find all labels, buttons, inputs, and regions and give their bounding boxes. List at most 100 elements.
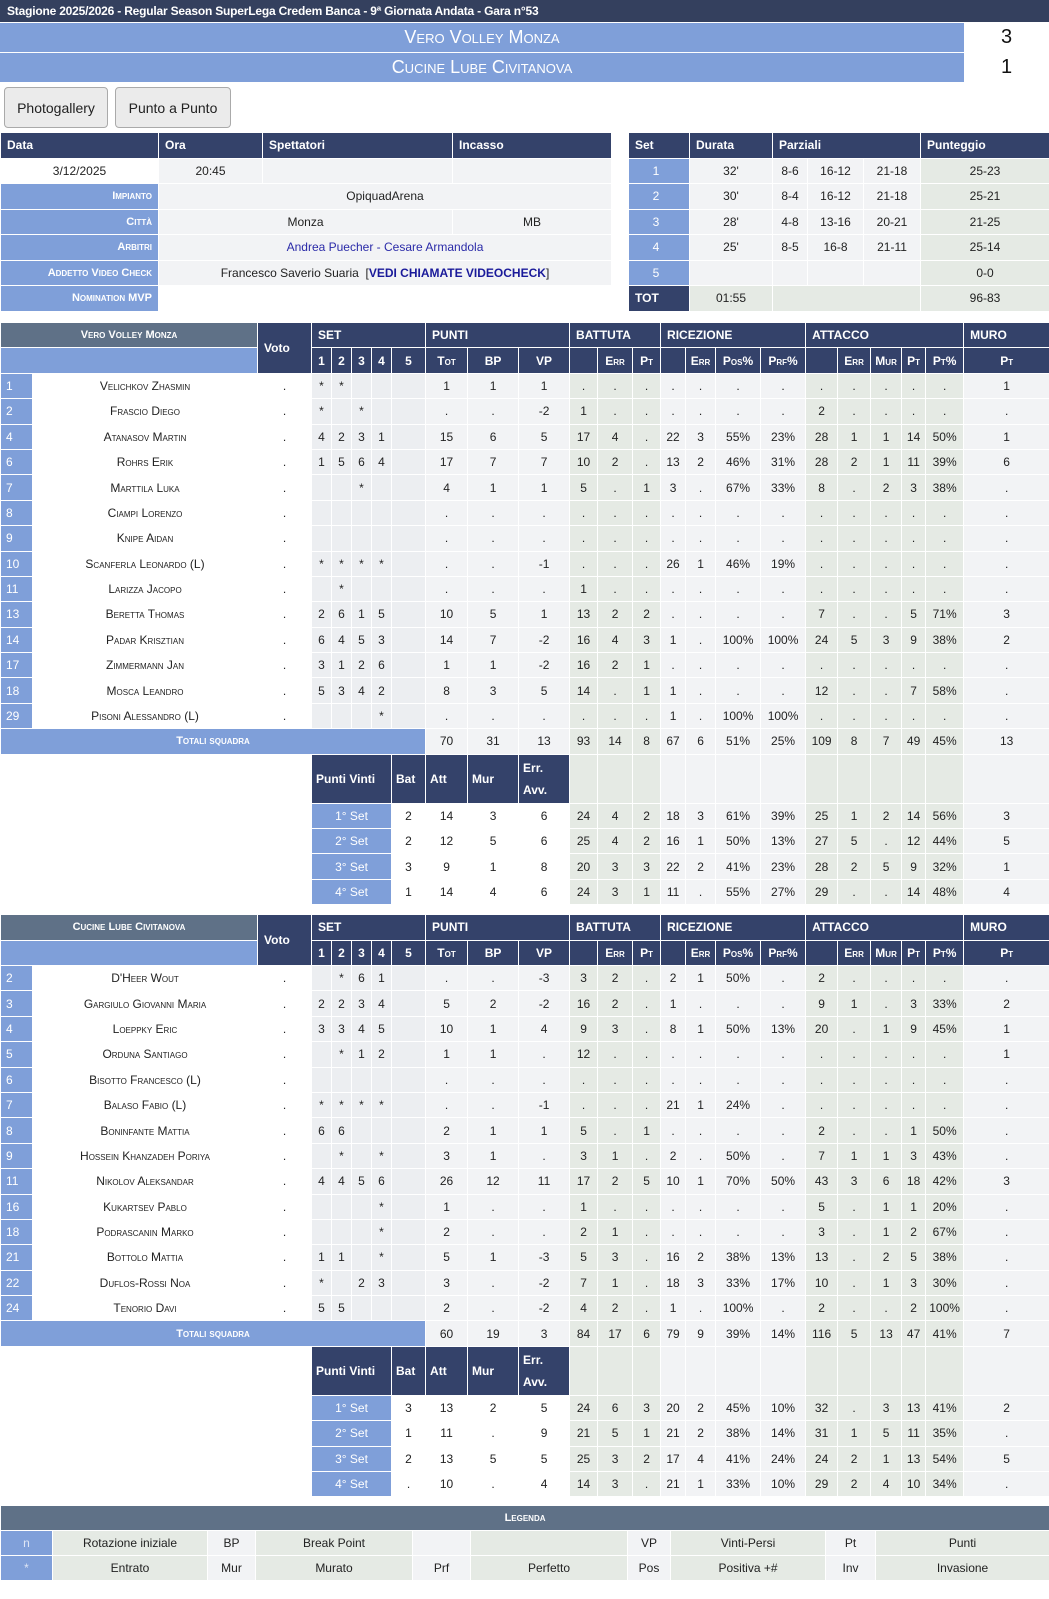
- player-set-2: 4: [331, 626, 352, 654]
- set-label: 1° Set: [311, 802, 392, 830]
- player-battuta-pt: .: [632, 1066, 662, 1093]
- player-set-5: [390, 1244, 427, 1271]
- player-set-3: *: [351, 398, 372, 425]
- player-name: Loeppky Eric: [32, 1015, 258, 1043]
- set-stat: 13: [425, 1445, 469, 1473]
- set-stat: 24: [569, 878, 599, 906]
- player-set-5: [390, 372, 427, 400]
- player-attacco-pt: .: [901, 575, 927, 603]
- player-set-2: [331, 1193, 352, 1220]
- player-battuta-pt: .: [632, 1244, 662, 1271]
- player-attacco-tot: .: [805, 1041, 839, 1068]
- player-row: 16 Kukartsev Pablo. * 1.. 1...... 5. 1 1 20%.: [0, 1193, 1049, 1220]
- player-battuta-err: .: [597, 474, 634, 501]
- group-header-set: SET: [310, 914, 427, 941]
- player-battuta-pt: .: [632, 1091, 662, 1119]
- set-stat: 41%: [925, 1394, 965, 1422]
- player-ricezione-tot: 22: [660, 423, 687, 450]
- player-set-5: [390, 474, 427, 501]
- set-stat: 4: [963, 878, 1049, 906]
- player-set-5: [390, 525, 427, 552]
- subheader-ricezione-err: Err: [685, 939, 717, 966]
- player-ricezione-prf: .: [760, 1041, 807, 1068]
- player-set-4: 1: [371, 423, 392, 450]
- player-attacco-mur: .: [870, 652, 903, 679]
- player-muro-pt: 1: [963, 372, 1049, 400]
- player-punti-bp: .: [467, 550, 520, 577]
- blank: [0, 853, 312, 880]
- player-set-1: *: [311, 550, 332, 577]
- photogallery-button[interactable]: Photogallery: [4, 87, 108, 128]
- player-set-4: 6: [371, 1168, 392, 1195]
- player-ricezione-pos: .: [715, 990, 762, 1017]
- set-partial-16: 16-8: [807, 234, 864, 261]
- set-stat: 2: [963, 1394, 1049, 1422]
- player-voto: .: [257, 990, 312, 1017]
- set-stat: 2: [685, 1420, 717, 1447]
- legend-abbr: VP: [627, 1530, 671, 1557]
- player-set-4: 4: [371, 448, 392, 476]
- player-battuta-pt: .: [632, 1218, 662, 1246]
- player-attacco-err: .: [837, 1066, 872, 1093]
- player-name: Nikolov Aleksandar: [32, 1168, 258, 1195]
- player-attacco-mur: .: [870, 702, 903, 730]
- player-ricezione-tot: .: [660, 499, 687, 527]
- player-set-1: [311, 1142, 332, 1170]
- total-punti-bp: 31: [467, 728, 520, 755]
- set-stats-row: 4° Set 1 14 4 6 24 3 1 11. 55% 27% 29.. 14 48% 4: [0, 878, 1049, 906]
- set-stat: 9: [425, 853, 469, 880]
- player-attacco-tot: 13: [805, 1244, 839, 1271]
- blank-cell: [925, 753, 965, 804]
- total-ricezione-prf: 14%: [760, 1320, 807, 1347]
- subheader-ricezione-prf: Prf%: [760, 939, 807, 966]
- player-battuta-pt: .: [632, 448, 662, 476]
- videocheck-link[interactable]: VEDI CHIAMATE VIDEOCHECK: [368, 265, 546, 280]
- player-attacco-tot: .: [805, 550, 839, 577]
- player-punti-vp: .: [518, 1142, 571, 1170]
- player-punti-bp: 3: [467, 677, 520, 704]
- player-row: 4 Loeppky Eric. 3 3 4 5 10 1 4 9 3. 8 1 50% 13% 20. 1 9 45…: [0, 1015, 1049, 1043]
- set-stat: 9: [901, 853, 927, 880]
- player-set-2: [331, 499, 352, 527]
- player-attacco-pt: .: [901, 652, 927, 679]
- player-attacco-err: .: [837, 499, 872, 527]
- player-punti-tot: 17: [425, 448, 469, 476]
- player-ricezione-tot: 3: [660, 474, 687, 501]
- player-attacco-mur: .: [870, 990, 903, 1017]
- referee-2-link[interactable]: Cesare Armandola: [384, 240, 484, 255]
- legend-abbr: BP: [207, 1530, 256, 1557]
- player-set-4: *: [371, 702, 392, 730]
- subheader-muro-pt: Pt: [963, 347, 1049, 374]
- player-set-2: 2: [331, 990, 352, 1017]
- player-ricezione-err: 3: [685, 1269, 717, 1297]
- away-team-row: Cucine Lube Civitanova 1: [0, 53, 1049, 82]
- player-punti-bp: 1: [467, 1015, 520, 1043]
- player-punti-vp: -1: [518, 1091, 571, 1119]
- blank-cell: [925, 1345, 965, 1396]
- set-stat: 2: [632, 802, 662, 830]
- player-attacco-pt: .: [901, 1091, 927, 1119]
- punto-a-punto-button[interactable]: Punto a Punto: [115, 87, 231, 128]
- set-stat: 14: [901, 878, 927, 906]
- player-set-4: 4: [371, 990, 392, 1017]
- player-name: Pisoni Alessandro (L): [32, 702, 258, 730]
- player-punti-vp: .: [518, 1041, 571, 1068]
- referee-1-link[interactable]: Andrea Puecher: [286, 240, 374, 255]
- set-stat: 14: [425, 878, 469, 906]
- player-attacco-mur: 6: [870, 1168, 903, 1195]
- player-battuta-pt: .: [632, 964, 662, 992]
- player-attacco-tot: 12: [805, 677, 839, 704]
- player-battuta-err: .: [597, 575, 634, 603]
- player-punti-tot: .: [425, 702, 469, 730]
- subheader-set-3: 3: [351, 347, 372, 374]
- player-attacco-tot: 7: [805, 601, 839, 628]
- player-ricezione-err: .: [685, 1142, 717, 1170]
- total-attacco-err: 5: [837, 1320, 872, 1347]
- set-stat: 2: [390, 802, 427, 830]
- legend-abbr: [412, 1530, 471, 1557]
- set-score: 25-23: [920, 157, 1049, 184]
- player-row: 2 D'Heer Wout. * 6 1.. -3 3 2. 2 1 50%. 2.....: [0, 964, 1049, 992]
- player-attacco-mur: .: [870, 1041, 903, 1068]
- player-battuta-pt: .: [632, 1142, 662, 1170]
- player-row: 10 Scanferla Leonardo (L). * * * *.. -1... 26 1 4…: [0, 550, 1049, 577]
